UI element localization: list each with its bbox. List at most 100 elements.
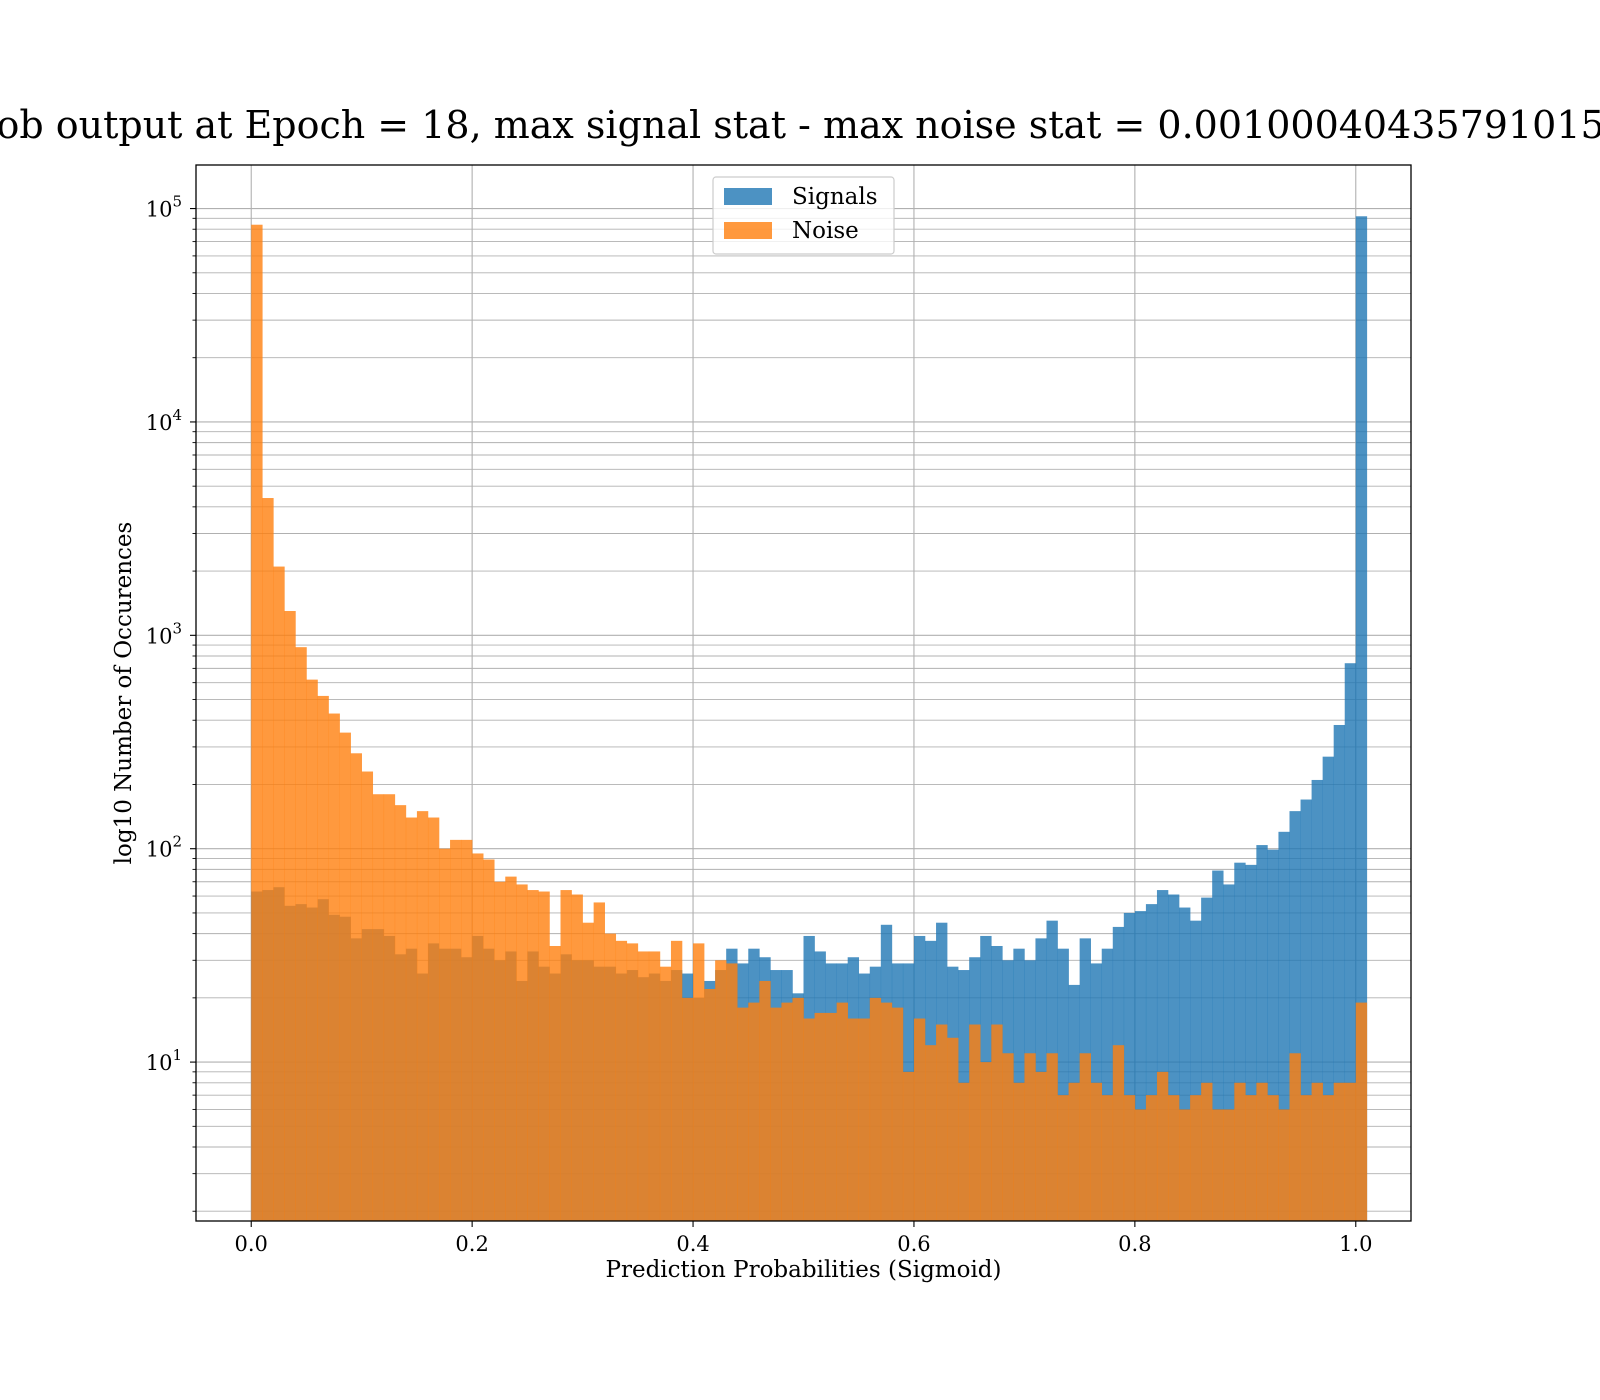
noise-bar (825, 1012, 837, 1221)
noise-bar (582, 922, 594, 1221)
noise-bar (527, 890, 539, 1221)
noise-bar (317, 695, 329, 1221)
noise-bar (958, 1082, 970, 1221)
plot-frame (195, 164, 1412, 1222)
signals-bar (1289, 811, 1301, 1221)
noise-bar (670, 940, 683, 1221)
noise-bar (969, 1024, 981, 1221)
noise-bar (891, 1007, 904, 1221)
x-tick-label: 0.4 (676, 1232, 709, 1256)
signals-bar (1333, 724, 1346, 1221)
noise-bar (549, 945, 561, 1221)
legend-label-noise: Noise (792, 218, 859, 244)
noise-bar (836, 1002, 848, 1221)
noise-bar (538, 891, 550, 1221)
noise-bar (560, 890, 572, 1221)
noise-bar (1245, 1095, 1257, 1221)
chart-title: prob output at Epoch = 18, max signal st… (0, 103, 1600, 147)
legend-swatch-noise (724, 222, 772, 239)
noise-bar (1289, 1053, 1301, 1221)
noise-bar (1344, 1082, 1357, 1221)
noise-bar (1112, 1045, 1125, 1221)
signals-bar (1300, 799, 1312, 1221)
x-tick-label: 0.0 (235, 1232, 268, 1256)
noise-bar (1035, 1071, 1047, 1221)
noise-bar (461, 839, 473, 1221)
signals-bar (1057, 948, 1069, 1221)
noise-bar (394, 805, 407, 1221)
noise-bar (748, 1002, 760, 1221)
noise-bar (792, 997, 804, 1221)
noise-bar (604, 933, 617, 1221)
signals-bar (1190, 920, 1202, 1221)
signals-bar (1267, 849, 1279, 1221)
noise-bar (1002, 1053, 1014, 1221)
noise-bar (439, 848, 451, 1221)
noise-bar (814, 1012, 826, 1221)
noise-bar (1355, 1002, 1368, 1221)
x-tick-label: 0.8 (1118, 1232, 1151, 1256)
noise-bar (361, 771, 374, 1221)
legend: Signals Noise (712, 176, 895, 255)
signals-bar (1245, 864, 1257, 1221)
noise-bar (659, 966, 672, 1221)
noise-bar (405, 817, 418, 1221)
signals-bar (1344, 663, 1357, 1221)
noise-bar (693, 943, 705, 1221)
noise-bar (1256, 1082, 1268, 1221)
noise-bar (328, 713, 340, 1221)
series-noise (251, 224, 1368, 1221)
signals-bar (1123, 912, 1136, 1221)
noise-bar (847, 1018, 860, 1221)
noise-bar (1300, 1095, 1312, 1221)
noise-bar (936, 1024, 948, 1221)
signals-bar (1223, 884, 1235, 1221)
noise-bar (284, 611, 296, 1221)
noise-bar (273, 566, 285, 1221)
noise-bar (251, 224, 263, 1221)
noise-bar (991, 1024, 1003, 1221)
noise-bar (726, 963, 738, 1221)
noise-bar (615, 940, 628, 1221)
noise-bar (505, 876, 517, 1221)
signals-bar (1322, 756, 1334, 1221)
noise-bar (1134, 1109, 1147, 1221)
x-tick-label: 1.0 (1339, 1232, 1372, 1256)
x-axis-label: Prediction Probabilities (Sigmoid) (606, 1257, 1002, 1283)
noise-bar (1057, 1095, 1069, 1221)
noise-bar (1090, 1082, 1103, 1221)
noise-bar (737, 1007, 749, 1221)
axis-ticks: 0.0 0.2 0.4 0.6 0.8 1.0 101 102 103 104 105 (146, 193, 1373, 1256)
noise-bar (339, 732, 351, 1221)
signals-bar (1201, 897, 1213, 1221)
noise-bar (383, 794, 396, 1221)
noise-bar (913, 1018, 926, 1221)
noise-bar (372, 794, 385, 1221)
histogram-bars (251, 216, 1368, 1221)
y-tick-label: 104 (146, 406, 182, 435)
noise-bar (1101, 1095, 1114, 1221)
noise-bar (1046, 1053, 1058, 1221)
noise-bar (1123, 1095, 1136, 1221)
y-tick-label: 105 (146, 193, 182, 222)
noise-bar (516, 884, 528, 1221)
signals-bar (1101, 948, 1114, 1221)
noise-bar (648, 951, 661, 1221)
noise-bar (637, 951, 650, 1221)
noise-bar (1223, 1109, 1235, 1221)
noise-bar (1068, 1082, 1080, 1221)
signals-bar (1145, 904, 1158, 1221)
noise-bar (803, 1018, 815, 1221)
noise-bar (781, 1002, 793, 1221)
signals-bar (1278, 831, 1290, 1221)
y-tick-label: 102 (146, 833, 182, 862)
noise-bar (770, 1007, 782, 1221)
noise-bar (1267, 1095, 1279, 1221)
noise-bar (1079, 1053, 1091, 1221)
legend-swatch-signals (724, 188, 772, 205)
signals-bar (1256, 845, 1268, 1221)
noise-bar (880, 1002, 893, 1221)
noise-bar (704, 989, 716, 1221)
noise-bar (980, 1062, 992, 1221)
